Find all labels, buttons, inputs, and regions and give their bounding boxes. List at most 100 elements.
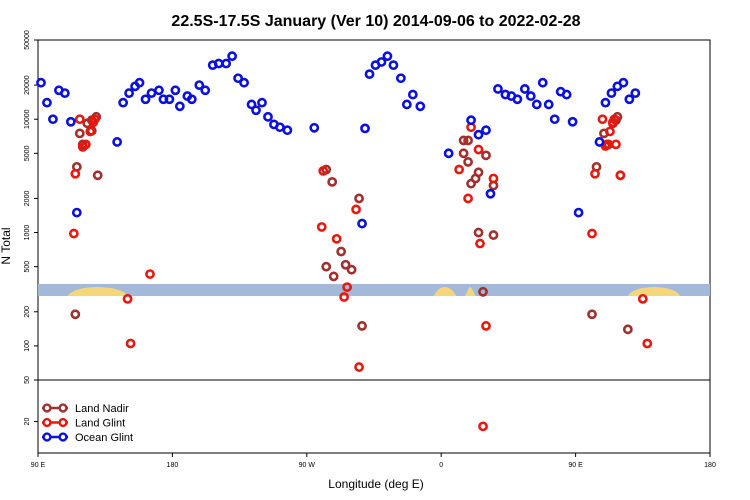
ocean-glint-point (227, 51, 238, 62)
land-nadir-legend-label: Land Nadir (75, 403, 129, 415)
ocean-glint-point (233, 73, 244, 84)
land-glint-point (68, 228, 79, 239)
ocean-glint-legend-marker (58, 432, 68, 442)
land-glint-point (481, 321, 491, 331)
ocean-glint-point (388, 60, 399, 71)
land-glint-point (463, 193, 473, 204)
y-tick-label: 1000 (24, 225, 31, 241)
ocean-glint-point (519, 84, 530, 94)
land-nadir-point (327, 176, 338, 187)
y-axis-label: N Total (0, 227, 13, 264)
ocean-glint-point (200, 85, 211, 96)
land-nadir-point (481, 150, 491, 161)
x-tick-label: 180 (704, 462, 716, 469)
ocean-glint-point (170, 85, 181, 96)
ocean-glint-point (118, 97, 129, 108)
ocean-glint-point (376, 57, 387, 67)
ocean-glint-point (140, 94, 151, 105)
land-glint-point (590, 168, 600, 179)
data-points (36, 51, 653, 432)
ocean-glint-point (357, 218, 367, 229)
ocean-glint-legend-label: Ocean Glint (75, 432, 133, 444)
land-nadir-point (70, 309, 81, 320)
land-glint-point (74, 114, 85, 125)
land-nadir-legend-marker (58, 403, 68, 413)
land-glint-legend-marker (42, 417, 52, 428)
ocean-glint-point (415, 101, 426, 112)
ocean-glint-point (146, 88, 157, 98)
land-nadir-point (463, 157, 473, 167)
land-glint-point (609, 114, 620, 125)
land-segment (67, 287, 128, 296)
y-tick-label: 2000 (24, 191, 31, 207)
land-glint-point (318, 165, 329, 176)
land-glint-point (597, 114, 608, 125)
surface-band (38, 284, 710, 296)
x-tick-label: 0 (439, 462, 443, 469)
land-nadir-point (473, 167, 484, 178)
y-tick-label: 500 (24, 261, 31, 273)
land-nadir-point (74, 128, 85, 139)
ocean-glint-point (213, 58, 224, 69)
land-glint-legend-label: Land Glint (75, 418, 125, 430)
ocean-glint-point (537, 77, 548, 88)
ocean-glint-point (567, 116, 578, 127)
land-nadir-point (340, 259, 351, 270)
land-glint-legend-marker (58, 417, 68, 428)
ocean-glint-point (531, 99, 542, 110)
land-glint-point (80, 139, 91, 150)
land-nadir-point (587, 309, 597, 320)
ocean-glint-point (112, 137, 123, 147)
ocean-glint-point (512, 94, 523, 105)
land-glint-point (605, 126, 615, 137)
land-glint-point (611, 139, 621, 150)
land-nadir-point (478, 286, 488, 297)
ocean-glint-point (493, 84, 503, 94)
ocean-glint-point (401, 99, 412, 110)
land-glint-point (351, 204, 361, 215)
land-segment (465, 287, 476, 296)
land-glint-point (145, 269, 155, 279)
ocean-glint-point (239, 77, 249, 88)
ocean-glint-point (624, 94, 635, 105)
y-tick-label: 50000 (24, 30, 31, 50)
land-glint-point (475, 238, 485, 249)
ocean-glint-point (48, 114, 58, 125)
ocean-glint-point (395, 73, 406, 84)
ocean-glint-point (246, 99, 257, 110)
land-nadir-point (336, 246, 347, 257)
land-nadir-point (473, 227, 484, 238)
ocean-glint-point (154, 85, 164, 96)
ocean-glint-point (525, 91, 536, 101)
ocean-glint-point (549, 114, 560, 125)
y-tick-label: 50 (24, 376, 31, 384)
chart-title: 22.5S-17.5S January (Ver 10) 2014-09-06 … (171, 13, 580, 30)
ocean-glint-point (360, 123, 370, 134)
land-glint-point (602, 139, 612, 150)
ocean-glint-point (543, 99, 554, 110)
ocean-glint-point (573, 207, 584, 218)
ocean-glint-point (481, 125, 491, 136)
ocean-glint-point (164, 94, 175, 105)
land-segment (433, 287, 457, 296)
ocean-glint-point (71, 207, 82, 218)
land-glint-point (637, 293, 648, 304)
land-glint-point (122, 293, 133, 304)
y-tick-label: 20000 (24, 75, 31, 95)
land-glint-point (478, 421, 488, 432)
ocean-glint-point (618, 77, 629, 88)
land-glint-point (85, 126, 96, 137)
ocean-glint-point (42, 97, 52, 108)
land-nadir-point (328, 271, 339, 282)
land-nadir-point (622, 324, 633, 335)
land-glint-point (331, 233, 342, 244)
ocean-glint-point (561, 89, 572, 100)
ocean-glint-point (194, 80, 205, 90)
land-segment (627, 287, 681, 296)
ocean-glint-point (594, 137, 605, 147)
land-glint-point (615, 170, 626, 181)
land-nadir-point (463, 135, 473, 146)
ocean-glint-point (59, 88, 70, 98)
ocean-glint-point (309, 122, 320, 133)
y-tick-label: 20 (24, 418, 31, 426)
